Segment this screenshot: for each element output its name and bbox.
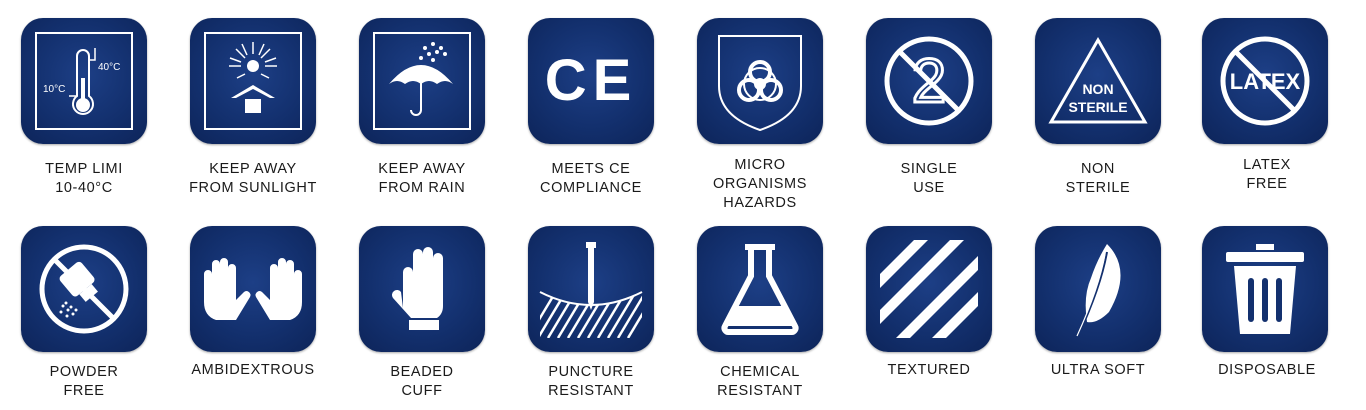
badge-label: CHEMICAL RESISTANT xyxy=(717,364,803,399)
badge-label: NON STERILE xyxy=(1065,161,1131,196)
no-powder-icon xyxy=(21,226,147,352)
icon-text-ce: CE xyxy=(545,48,638,113)
trash-bin-icon xyxy=(1202,226,1328,352)
biohazard-icon xyxy=(697,18,823,144)
no-reuse-icon: 2 xyxy=(866,18,992,144)
badge-label: AMBIDEXTROUS xyxy=(191,362,315,378)
badge-label: SINGLE USE xyxy=(900,161,958,196)
badge-label: KEEP AWAY FROM SUNLIGHT xyxy=(189,161,317,196)
icon-text-non: NON xyxy=(1082,81,1113,97)
glove-icon xyxy=(359,226,485,352)
badge-label: LATEX FREE xyxy=(1243,157,1291,192)
badge-label: BEADED CUFF xyxy=(390,364,454,399)
feather-icon xyxy=(1035,226,1161,352)
badge-label: MICRO ORGANISMS HAZARDS xyxy=(712,157,808,211)
badge-label: ULTRA SOFT xyxy=(1050,362,1146,378)
badge-label: KEEP AWAY FROM RAIN xyxy=(378,161,466,196)
badge-label: MEETS CE COMPLIANCE xyxy=(540,161,642,196)
icon-text-10c: 10°C xyxy=(43,84,65,95)
badge-label: DISPOSABLE xyxy=(1218,362,1316,378)
badge-label: TEMP LIMI 10-40°C xyxy=(45,161,123,196)
icon-text-40c: 40°C xyxy=(98,62,120,73)
puncture-icon xyxy=(528,226,654,352)
two-hands-icon xyxy=(190,226,316,352)
icon-text-sterile: STERILE xyxy=(1068,99,1127,115)
badge-label: POWDER FREE xyxy=(49,364,119,399)
ce-mark-icon: CE xyxy=(528,18,654,144)
badge-label: PUNCTURE RESISTANT xyxy=(548,364,634,399)
badge-label: TEXTURED xyxy=(887,362,971,378)
flask-icon xyxy=(697,226,823,352)
thermometer-icon: 40°C 10°C xyxy=(21,18,147,144)
no-latex-icon: LATEX xyxy=(1202,18,1328,144)
umbrella-rain-icon xyxy=(359,18,485,144)
stripes-icon xyxy=(866,226,992,352)
non-sterile-icon: NON STERILE xyxy=(1035,18,1161,144)
sun-icon xyxy=(190,18,316,144)
